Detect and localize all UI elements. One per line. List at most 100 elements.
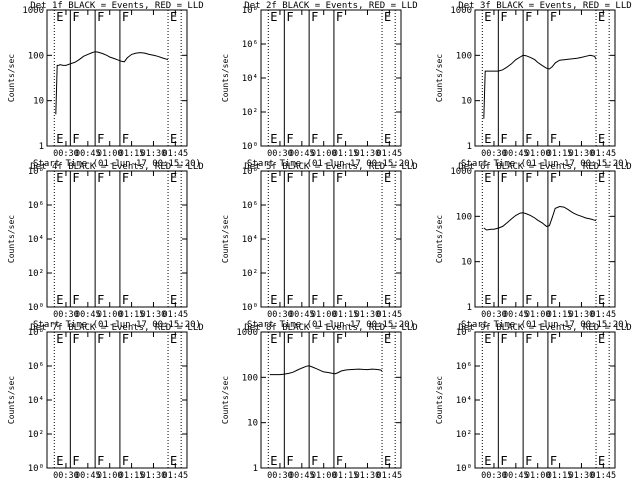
event-label-bottom: E	[484, 293, 491, 307]
x-tick-label: 01:45	[591, 471, 617, 480]
event-label-top: F	[336, 171, 343, 185]
plot-frame	[474, 170, 616, 308]
y-axis-title: Counts/sec	[221, 54, 230, 102]
event-label-top: E	[270, 171, 277, 185]
y-tick-label: 10⁶	[28, 362, 44, 372]
event-label-bottom: E	[484, 132, 491, 146]
event-label-bottom: E	[598, 454, 605, 468]
y-tick-label: 10⁴	[242, 74, 258, 84]
y-axis-title: Counts/sec	[7, 376, 16, 424]
detector-panel: Det 6f BLACK = Events, RED = LLDEEFFFFFF…	[435, 162, 632, 330]
detector-panel: Det 3f BLACK = Events, RED = LLDEEFFFFFF…	[435, 1, 632, 169]
event-label-top: F	[286, 171, 293, 185]
x-tick-label: 01:15	[547, 310, 573, 320]
event-label-bottom: F	[525, 132, 532, 146]
y-tick-label: 10²	[28, 430, 44, 440]
plot-frame	[260, 170, 402, 308]
x-tick-label: 01:30	[355, 149, 381, 159]
x-tick-label: 00:30	[53, 471, 79, 480]
x-tick-label: 00:30	[481, 471, 507, 480]
plot-frame	[260, 331, 402, 469]
y-tick-label: 1	[467, 142, 472, 152]
plot-frame	[474, 9, 616, 147]
event-label-bottom: F	[97, 454, 104, 468]
x-tick-label: 00:30	[267, 310, 293, 320]
event-label-top: F	[500, 10, 507, 24]
y-tick-label: 10⁶	[28, 201, 44, 211]
data-series-line	[55, 51, 169, 115]
event-label-bottom: F	[122, 132, 129, 146]
detector-panel: Det 8f BLACK = Events, RED = LLDEEFFFFFF…	[221, 323, 418, 480]
event-label-bottom: F	[550, 293, 557, 307]
event-label-bottom: F	[550, 454, 557, 468]
event-label-top: E	[598, 10, 605, 24]
event-label-top: E	[484, 332, 491, 346]
y-tick-label: 10	[33, 97, 44, 107]
event-label-top: E	[384, 332, 391, 346]
detector-panel: Det 4f BLACK = Events, RED = LLDEEFFFFFF…	[7, 162, 204, 330]
x-tick-label: 00:45	[289, 310, 315, 320]
y-axis-title: Counts/sec	[435, 215, 444, 263]
x-tick-label: 01:45	[377, 471, 403, 480]
x-tick-label: 00:45	[289, 149, 315, 159]
detector-panel: Det 7f BLACK = Events, RED = LLDEEFFFFFF…	[7, 323, 204, 480]
x-tick-label: 01:30	[141, 149, 167, 159]
x-tick-label: 01:30	[141, 310, 167, 320]
event-label-bottom: F	[286, 293, 293, 307]
event-label-bottom: F	[525, 293, 532, 307]
x-tick-label: 01:45	[163, 149, 189, 159]
y-tick-label: 10⁸	[242, 167, 258, 177]
x-tick-label: 00:30	[53, 310, 79, 320]
event-label-bottom: E	[270, 132, 277, 146]
panel-title: Det 7f BLACK = Events, RED = LLD	[30, 323, 203, 333]
panel-title: Det 3f BLACK = Events, RED = LLD	[458, 1, 631, 11]
event-label-bottom: E	[56, 454, 63, 468]
event-label-bottom: E	[170, 293, 177, 307]
y-tick-label: 1	[39, 142, 44, 152]
event-label-top: E	[170, 332, 177, 346]
x-tick-label: 00:45	[75, 471, 101, 480]
event-label-top: F	[97, 10, 104, 24]
event-label-top: E	[484, 10, 491, 24]
y-tick-label: 10⁰	[28, 464, 44, 474]
y-axis-title: Counts/sec	[221, 215, 230, 263]
event-label-bottom: E	[384, 454, 391, 468]
y-tick-label: 10	[247, 419, 258, 429]
x-tick-label: 01:00	[311, 149, 337, 159]
detector-panel: Det 2f BLACK = Events, RED = LLDEEFFFFFF…	[221, 1, 418, 169]
event-label-bottom: E	[598, 132, 605, 146]
event-label-bottom: F	[286, 454, 293, 468]
x-tick-label: 01:00	[97, 149, 123, 159]
event-label-bottom: F	[97, 132, 104, 146]
plot-frame	[46, 331, 188, 469]
event-label-top: F	[550, 10, 557, 24]
y-tick-label: 10²	[28, 269, 44, 279]
y-tick-label: 100	[242, 373, 258, 383]
event-label-bottom: F	[336, 132, 343, 146]
y-tick-label: 1000	[450, 167, 472, 177]
x-tick-label: 01:30	[569, 471, 595, 480]
panel-title: Det 1f BLACK = Events, RED = LLD	[30, 1, 203, 11]
y-tick-label: 10⁴	[28, 235, 44, 245]
y-tick-label: 100	[456, 212, 472, 222]
event-label-bottom: F	[122, 293, 129, 307]
event-label-bottom: E	[270, 454, 277, 468]
y-tick-label: 10⁴	[242, 235, 258, 245]
event-label-top: E	[384, 10, 391, 24]
x-tick-label: 00:45	[289, 471, 315, 480]
event-label-top: F	[550, 171, 557, 185]
event-label-bottom: F	[550, 132, 557, 146]
y-axis-title: Counts/sec	[435, 54, 444, 102]
plot-frame	[474, 331, 616, 469]
panel-title: Det 6f BLACK = Events, RED = LLD	[458, 162, 631, 172]
event-label-top: F	[122, 10, 129, 24]
event-label-top: E	[270, 10, 277, 24]
y-tick-label: 1000	[450, 6, 472, 16]
event-label-bottom: E	[598, 293, 605, 307]
event-label-top: F	[72, 171, 79, 185]
x-tick-label: 01:15	[547, 149, 573, 159]
x-tick-label: 00:45	[503, 149, 529, 159]
x-tick-label: 00:30	[267, 149, 293, 159]
x-tick-label: 00:45	[75, 310, 101, 320]
x-tick-label: 01:30	[569, 149, 595, 159]
